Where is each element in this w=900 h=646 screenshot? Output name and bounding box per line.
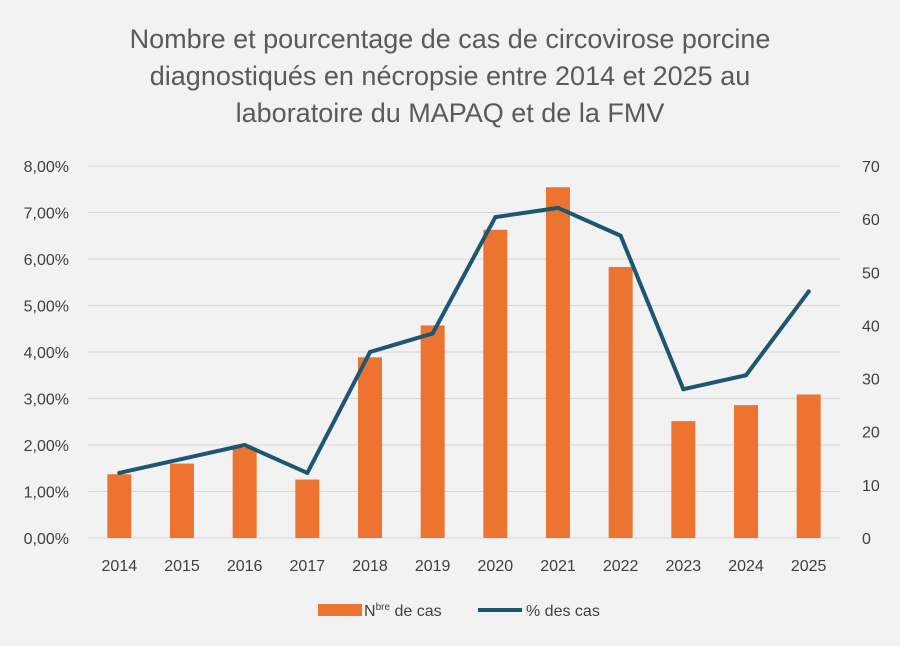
- bar: [734, 405, 758, 538]
- line-point: [806, 289, 811, 294]
- line-point: [368, 350, 372, 354]
- y-right-tick-label: 70: [862, 159, 880, 176]
- x-tick-label: 2024: [728, 558, 764, 575]
- y-left-tick-label: 1,00%: [24, 485, 69, 502]
- bar: [796, 394, 821, 538]
- legend-label-bars-sup: bre: [376, 602, 391, 613]
- bar: [107, 474, 132, 538]
- bar: [232, 447, 257, 538]
- x-tick-label: 2021: [540, 558, 576, 575]
- x-axis: 2014 2015 2016 2017 2018 2019 2020 2021 2022 2023…: [102, 558, 827, 575]
- line-point: [430, 331, 435, 336]
- bar: [671, 421, 696, 538]
- x-tick-label: 2023: [666, 558, 702, 575]
- x-tick-label: 2015: [164, 558, 200, 575]
- y-left-tick-label: 2,00%: [24, 438, 69, 455]
- series-line: [117, 205, 811, 475]
- x-tick-label: 2020: [478, 558, 514, 575]
- chart-title-line-2: diagnostiqués en nécropsie entre 2014 et…: [150, 61, 750, 91]
- right-y-axis: 0 10 20 30 40 50 60 70: [862, 159, 880, 548]
- line-point: [618, 233, 623, 238]
- left-y-axis: 0,00% 1,00% 2,00% 3,00% 4,00% 5,00% 6,00% 7,00%…: [24, 159, 69, 548]
- y-left-tick-label: 6,00%: [24, 252, 69, 269]
- line-point: [681, 387, 686, 392]
- x-tick-label: 2019: [415, 558, 451, 575]
- line-point: [117, 470, 122, 475]
- chart-title-line-3: laboratoire du MAPAQ et de la FMV: [236, 98, 665, 128]
- bar: [170, 463, 194, 538]
- line-point: [242, 443, 247, 447]
- y-left-tick-label: 3,00%: [24, 392, 69, 409]
- y-left-tick-label: 5,00%: [24, 299, 69, 316]
- line-point: [180, 456, 184, 461]
- line-point: [493, 215, 498, 220]
- bar: [546, 187, 570, 538]
- y-right-tick-label: 60: [862, 212, 880, 229]
- y-right-tick-label: 10: [862, 478, 880, 495]
- y-right-tick-label: 20: [862, 425, 880, 442]
- x-tick-label: 2025: [791, 558, 827, 575]
- legend-swatch-bars: [318, 604, 362, 616]
- legend-label-bars: Nbre de cas: [364, 602, 442, 620]
- line-point: [305, 470, 310, 475]
- bar: [483, 229, 508, 538]
- x-tick-label: 2016: [227, 558, 263, 575]
- x-tick-label: 2022: [603, 558, 639, 575]
- y-right-tick-label: 0: [862, 531, 871, 548]
- bar: [420, 325, 445, 538]
- line-point: [556, 205, 560, 210]
- bar: [295, 479, 320, 538]
- chart-title-line-1: Nombre et pourcentage de cas de circovir…: [130, 24, 771, 54]
- y-left-tick-label: 8,00%: [24, 159, 69, 176]
- y-right-tick-label: 50: [862, 265, 880, 282]
- legend-label-line: % des cas: [526, 603, 600, 620]
- y-left-tick-label: 7,00%: [24, 206, 69, 223]
- y-left-tick-label: 4,00%: [24, 345, 69, 362]
- y-right-tick-label: 30: [862, 372, 880, 389]
- bar: [608, 266, 633, 538]
- x-tick-label: 2017: [290, 558, 326, 575]
- x-tick-label: 2014: [102, 558, 138, 575]
- line-series: [117, 205, 811, 475]
- x-tick-label: 2018: [352, 558, 388, 575]
- legend-label-bars-rest: de cas: [390, 603, 442, 620]
- bar: [358, 357, 382, 538]
- y-right-tick-label: 40: [862, 318, 880, 335]
- legend: Nbre de cas % des cas: [318, 602, 600, 620]
- line-point: [744, 373, 748, 378]
- bar-series: [107, 187, 821, 538]
- gridlines: [88, 165, 840, 539]
- chart-title: Nombre et pourcentage de cas de circovir…: [130, 24, 771, 128]
- legend-label-bars-main: N: [364, 603, 376, 620]
- y-left-tick-label: 0,00%: [24, 531, 69, 548]
